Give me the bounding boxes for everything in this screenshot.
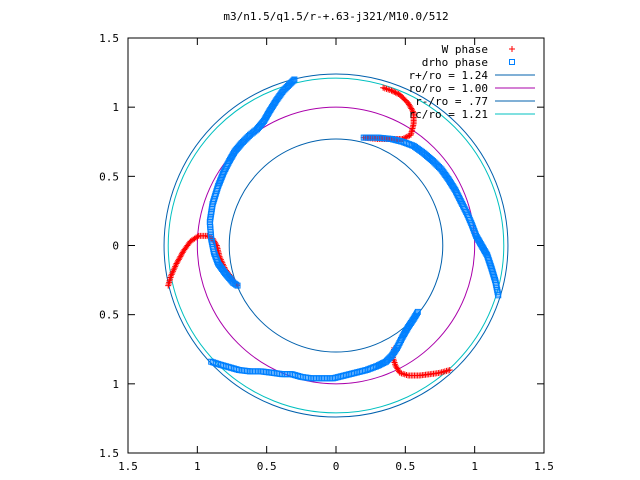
chart-title: m3/n1.5/q1.5/r-+.63-j321/M10.0/512: [223, 10, 448, 23]
w-phase-point: [394, 90, 401, 97]
w-phase-point: [403, 133, 410, 140]
drho-phase-point: [309, 375, 316, 382]
w-phase-point: [194, 233, 201, 240]
drho-phase-point: [234, 282, 241, 289]
drho-phase-point: [414, 308, 421, 315]
legend-label: drho phase: [422, 56, 488, 69]
drho-phase-point: [413, 310, 420, 317]
x-tick-label: 0: [333, 460, 340, 473]
drho-phase-point: [317, 375, 324, 382]
w-phase-point: [388, 87, 395, 94]
drho-phase-point: [322, 375, 329, 382]
drho-phase-point: [319, 375, 326, 382]
y-tick-label: 1.5: [99, 447, 119, 460]
x-tick-label: 1.5: [534, 460, 554, 473]
drho-phase-point: [315, 375, 322, 382]
y-tick-label: 0.5: [99, 170, 119, 183]
drho-phase-point: [311, 375, 318, 382]
axis-ticks: 1.5 1 0.5 0 0.5 1 1.51.510.500.511.5: [99, 32, 554, 473]
drho-phase-point: [495, 292, 502, 299]
w-phase-point: [392, 89, 399, 96]
w-phase-point: [393, 364, 400, 371]
drho-phase-point: [325, 375, 332, 382]
y-tick-label: 1: [112, 101, 119, 114]
legend-label: r-/ro = .77: [415, 95, 488, 108]
w-phase-point: [389, 88, 396, 95]
y-tick-label: 1.5: [99, 32, 119, 45]
drho-phase-point: [251, 368, 258, 375]
reference-circle: [228, 138, 444, 353]
drho-phase-point: [323, 375, 330, 382]
legend-label: ro/ro = 1.00: [409, 82, 488, 95]
drho-phase-point: [233, 281, 240, 288]
x-tick-label: 0.5: [257, 460, 277, 473]
drho-phase-point: [250, 368, 257, 375]
w-phase-point: [405, 133, 412, 140]
drho-phase-point: [327, 375, 334, 382]
x-tick-label: 1: [471, 460, 478, 473]
y-tick-label: 0.5: [99, 309, 119, 322]
y-tick-label: 1: [112, 378, 119, 391]
drho-phase-point: [312, 375, 319, 382]
drho-phase-point: [256, 368, 263, 375]
w-phase-point: [406, 132, 413, 139]
legend-label: W phase: [442, 43, 488, 56]
reference-circle: [163, 73, 509, 418]
reference-circle: [196, 106, 476, 385]
drho-phase-point: [254, 368, 261, 375]
data-points: [165, 76, 502, 382]
w-phase-point: [407, 131, 414, 138]
drho-phase-point: [248, 368, 255, 375]
drho-phase-point: [320, 375, 327, 382]
reference-circle: [167, 77, 505, 414]
legend-marker: [509, 46, 515, 52]
y-tick-label: 0: [112, 240, 119, 253]
legend-label: r+/ro = 1.24: [409, 69, 489, 82]
w-phase-point: [409, 108, 416, 115]
drho-phase-point: [314, 375, 321, 382]
drho-phase-point: [253, 368, 260, 375]
x-tick-label: 0.5: [395, 460, 415, 473]
reference-circles: [163, 73, 509, 418]
legend-marker: [509, 59, 515, 65]
w-phase-point: [391, 88, 398, 95]
legend-label: rc/ro = 1.21: [409, 108, 488, 121]
x-tick-label: 1: [194, 460, 201, 473]
x-tick-label: 1.5: [118, 460, 138, 473]
